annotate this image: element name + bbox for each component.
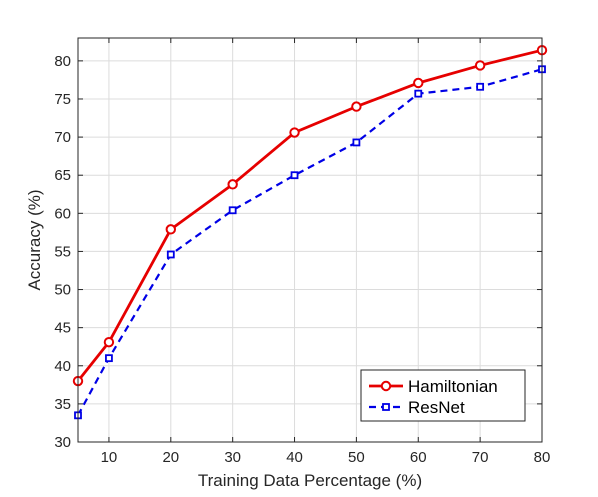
data-point-resnet bbox=[290, 171, 299, 180]
legend: Hamiltonian ResNet bbox=[360, 369, 526, 422]
data-point-hamiltonian bbox=[103, 336, 115, 348]
y-tick-label: 45 bbox=[54, 320, 71, 337]
x-tick-label: 10 bbox=[101, 449, 118, 466]
data-point-hamiltonian bbox=[413, 77, 424, 89]
legend-label-hamiltonian: Hamiltonian bbox=[408, 377, 498, 396]
x-tick-label: 60 bbox=[410, 449, 427, 466]
legend-marker-resnet bbox=[382, 403, 390, 411]
data-point-hamiltonian bbox=[289, 127, 300, 138]
y-tick-label: 65 bbox=[54, 167, 71, 184]
y-tick-label: 70 bbox=[54, 129, 71, 146]
data-point-resnet bbox=[166, 250, 175, 259]
data-point-hamiltonian bbox=[165, 224, 177, 235]
y-axis-label: Accuracy (%) bbox=[25, 189, 44, 290]
data-point-resnet bbox=[476, 82, 485, 91]
data-point-resnet bbox=[105, 354, 113, 363]
data-point-hamiltonian bbox=[474, 60, 486, 71]
x-tick-label: 40 bbox=[286, 449, 303, 466]
data-point-resnet bbox=[352, 138, 361, 147]
legend-box bbox=[360, 369, 526, 422]
y-tick-label: 50 bbox=[54, 282, 71, 299]
x-tick-label: 80 bbox=[534, 449, 551, 466]
x-tick-label: 50 bbox=[348, 449, 365, 466]
data-point-hamiltonian bbox=[351, 101, 362, 112]
y-tick-label: 55 bbox=[54, 243, 71, 260]
x-tick-label: 30 bbox=[224, 449, 241, 466]
x-tick-label: 20 bbox=[162, 449, 179, 466]
y-tick-label: 60 bbox=[54, 205, 71, 222]
y-tick-label: 75 bbox=[54, 91, 71, 108]
series-hamiltonian bbox=[72, 44, 548, 387]
y-tick-label: 30 bbox=[54, 434, 71, 451]
data-point-hamiltonian bbox=[227, 179, 238, 190]
data-point-resnet bbox=[228, 206, 237, 215]
plot-frame bbox=[77, 37, 543, 443]
legend-label-resnet: ResNet bbox=[408, 398, 465, 417]
tick-labels: 10 20 30 40 50 60 70 80 30 35 40 45 50 55 60 65 70 75 80 bbox=[54, 53, 550, 466]
y-tick-label: 35 bbox=[54, 396, 71, 413]
x-tick-label: 70 bbox=[472, 449, 489, 466]
legend-marker-hamiltonian bbox=[380, 380, 392, 392]
y-tick-label: 40 bbox=[54, 358, 71, 375]
x-axis-label: Training Data Percentage (%) bbox=[198, 471, 422, 490]
y-tick-label: 80 bbox=[54, 53, 71, 70]
data-point-resnet bbox=[414, 89, 423, 98]
